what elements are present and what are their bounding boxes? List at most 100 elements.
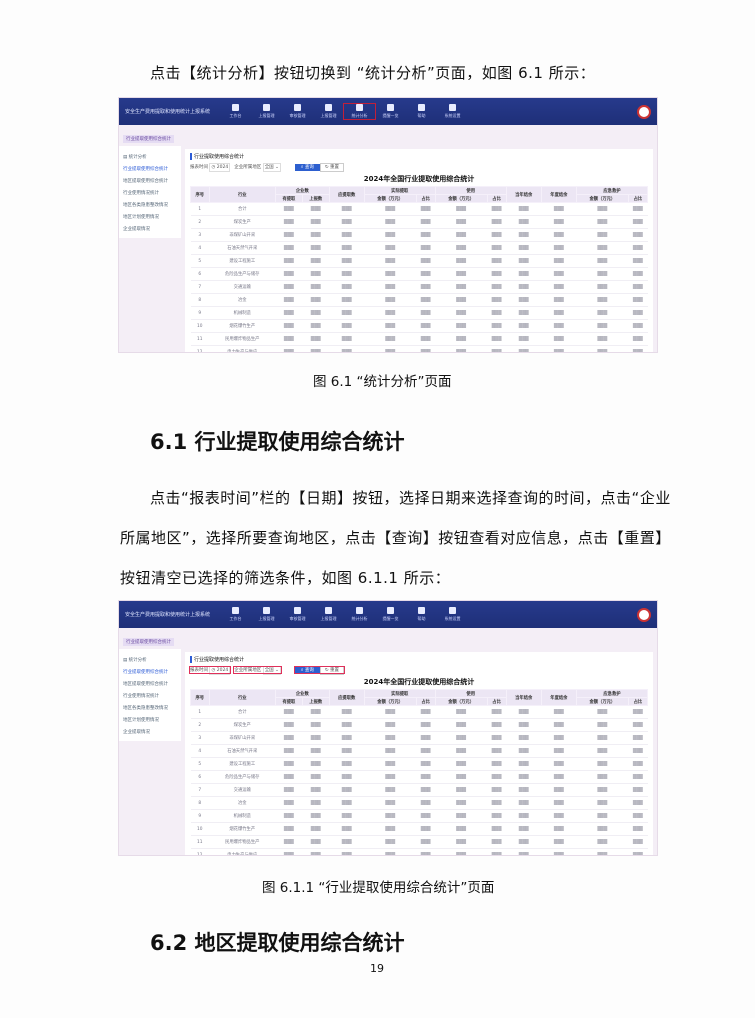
table-row[interactable]: 4 石油天然气开采 ▒▒▒ ▒▒▒ ▒▒▒ ▒▒▒ ▒▒▒ ▒▒▒ ▒▒▒ ▒▒▒ ▒▒▒ ▒▒▒ ▒▒… [190, 744, 648, 758]
table-row[interactable]: 10 烟花爆竹生产 ▒▒▒ ▒▒▒ ▒▒▒ ▒▒▒ ▒▒▒ ▒▒▒ ▒▒▒ ▒▒▒ ▒▒▒ ▒▒▒ ▒▒… [190, 822, 648, 836]
row-value: ▒▒▒ [435, 770, 487, 784]
table-row[interactable]: 6 危险品生产与储存 ▒▒▒ ▒▒▒ ▒▒▒ ▒▒▒ ▒▒▒ ▒▒▒ ▒▒▒ ▒▒▒ ▒▒▒ ▒▒▒ ▒… [190, 770, 648, 784]
row-value: ▒▒▒ [416, 267, 436, 281]
column-header: 占比 [415, 194, 436, 203]
avatar[interactable] [637, 104, 651, 119]
table-row[interactable]: 8 冶金 ▒▒▒ ▒▒▒ ▒▒▒ ▒▒▒ ▒▒▒ ▒▒▒ ▒▒▒ ▒▒▒ ▒▒▒ ▒▒▒ ▒▒▒ [190, 293, 648, 307]
region-select[interactable]: 全国 ⌄ [262, 666, 281, 675]
nav-item[interactable]: 统计分析 [344, 607, 375, 622]
table-row[interactable]: 5 建设工程施工 ▒▒▒ ▒▒▒ ▒▒▒ ▒▒▒ ▒▒▒ ▒▒▒ ▒▒▒ ▒▒▒ ▒▒▒ ▒▒▒ ▒▒▒ [190, 757, 648, 771]
table-row[interactable]: 2 煤炭生产 ▒▒▒ ▒▒▒ ▒▒▒ ▒▒▒ ▒▒▒ ▒▒▒ ▒▒▒ ▒▒▒ ▒▒▒ ▒▒▒ ▒▒▒ [190, 215, 648, 229]
breadcrumb-tab[interactable]: 行业提取使用综合统计 [123, 638, 174, 646]
table-row[interactable]: 1 合计 ▒▒▒ ▒▒▒ ▒▒▒ ▒▒▒ ▒▒▒ ▒▒▒ ▒▒▒ ▒▒▒ ▒▒▒ ▒▒▒ ▒▒▒ [190, 705, 648, 719]
nav-item[interactable]: 帮助 [406, 607, 437, 622]
table-row[interactable]: 9 机械制造 ▒▒▒ ▒▒▒ ▒▒▒ ▒▒▒ ▒▒▒ ▒▒▒ ▒▒▒ ▒▒▒ ▒▒▒ ▒▒▒ ▒▒▒ [190, 306, 648, 320]
row-value: ▒▒▒ [275, 319, 303, 333]
region-select[interactable]: 全国 ⌄ [262, 163, 281, 172]
table-row[interactable]: 12 电力生产与供应 ▒▒▒ ▒▒▒ ▒▒▒ ▒▒▒ ▒▒▒ ▒▒▒ ▒▒▒ ▒▒▒ ▒▒▒ ▒▒▒ ▒… [190, 848, 648, 855]
row-value: ▒▒▒ [275, 770, 303, 784]
row-value: ▒▒▒ [416, 731, 436, 745]
row-index: 12 [190, 848, 210, 855]
row-value: ▒▒▒ [302, 809, 330, 823]
table-row[interactable]: 3 非煤矿山开采 ▒▒▒ ▒▒▒ ▒▒▒ ▒▒▒ ▒▒▒ ▒▒▒ ▒▒▒ ▒▒▒ ▒▒▒ ▒▒▒ ▒▒▒ [190, 731, 648, 745]
row-value: ▒▒▒ [275, 705, 303, 719]
sidebar-item[interactable]: ▤ 统计分析 [123, 155, 147, 160]
table-row[interactable]: 2 煤炭生产 ▒▒▒ ▒▒▒ ▒▒▒ ▒▒▒ ▒▒▒ ▒▒▒ ▒▒▒ ▒▒▒ ▒▒▒ ▒▒▒ ▒▒▒ [190, 718, 648, 732]
table-row[interactable]: 11 民用爆炸物品生产 ▒▒▒ ▒▒▒ ▒▒▒ ▒▒▒ ▒▒▒ ▒▒▒ ▒▒▒ ▒▒▒ ▒▒▒ ▒▒▒… [190, 835, 648, 849]
nav-item[interactable]: 审核管理 [282, 104, 313, 119]
table-title: 2024年全国行业提取使用综合统计 [363, 175, 475, 183]
nav-item[interactable]: 统计分析 [343, 103, 376, 120]
reset-button[interactable]: ↻ 重置 [319, 163, 345, 172]
row-value: ▒▒▒ [576, 757, 629, 771]
sidebar-item[interactable]: ▤ 统计分析 [123, 658, 147, 663]
row-value: ▒▒▒ [364, 306, 417, 320]
nav-item[interactable]: 系统设置 [437, 607, 468, 622]
nav-item[interactable]: 上报管理 [251, 104, 282, 119]
sidebar-item[interactable]: 地区各类隐患整改情况 [123, 706, 168, 711]
avatar[interactable] [637, 607, 651, 622]
date-input[interactable]: ◷ 2024 [209, 666, 231, 675]
row-value: ▒▒▒ [506, 254, 542, 268]
sidebar-item[interactable]: 行业使用情况统计 [123, 191, 159, 196]
table-row[interactable]: 6 危险品生产与储存 ▒▒▒ ▒▒▒ ▒▒▒ ▒▒▒ ▒▒▒ ▒▒▒ ▒▒▒ ▒▒▒ ▒▒▒ ▒▒▒ ▒… [190, 267, 648, 281]
sidebar-item[interactable]: 企业提取情况 [123, 227, 150, 232]
table-row[interactable]: 11 民用爆炸物品生产 ▒▒▒ ▒▒▒ ▒▒▒ ▒▒▒ ▒▒▒ ▒▒▒ ▒▒▒ ▒▒▒ ▒▒▒ ▒▒▒… [190, 332, 648, 346]
query-button[interactable]: ⌕ 查询 [294, 164, 320, 171]
table-row[interactable]: 4 石油天然气开采 ▒▒▒ ▒▒▒ ▒▒▒ ▒▒▒ ▒▒▒ ▒▒▒ ▒▒▒ ▒▒▒ ▒▒▒ ▒▒▒ ▒▒… [190, 241, 648, 255]
table-row[interactable]: 10 烟花爆竹生产 ▒▒▒ ▒▒▒ ▒▒▒ ▒▒▒ ▒▒▒ ▒▒▒ ▒▒▒ ▒▒▒ ▒▒▒ ▒▒▒ ▒▒… [190, 319, 648, 333]
row-value: ▒▒▒ [275, 215, 303, 229]
sidebar-item[interactable]: 企业提取情况 [123, 730, 150, 735]
sidebar-item[interactable]: 行业提取使用综合统计 [123, 670, 168, 675]
table-row[interactable]: 8 冶金 ▒▒▒ ▒▒▒ ▒▒▒ ▒▒▒ ▒▒▒ ▒▒▒ ▒▒▒ ▒▒▒ ▒▒▒ ▒▒▒ ▒▒▒ [190, 796, 648, 810]
row-value: ▒▒▒ [628, 757, 648, 771]
sidebar-item[interactable]: 行业提取使用综合统计 [123, 167, 168, 172]
breadcrumb-tab[interactable]: 行业提取使用综合统计 [123, 135, 174, 143]
reset-button[interactable]: ↻ 重置 [319, 666, 345, 675]
query-button[interactable]: ⌕ 查询 [294, 667, 320, 674]
nav-item[interactable]: 工作台 [220, 104, 251, 119]
row-value: ▒▒▒ [329, 254, 365, 268]
row-value: ▒▒▒ [541, 345, 577, 352]
nav-item[interactable]: 提醒一览 [375, 607, 406, 622]
row-value: ▒▒▒ [302, 718, 330, 732]
nav-item[interactable]: 上报管理 [251, 607, 282, 622]
paragraph-line: 点击“报表时间”栏的【日期】按钮，选择日期来选择查询的时间，点击“企业 [150, 489, 671, 507]
row-value: ▒▒▒ [628, 835, 648, 849]
row-value: ▒▒▒ [416, 796, 436, 810]
row-value: ▒▒▒ [275, 293, 303, 307]
row-value: ▒▒▒ [302, 757, 330, 771]
row-value: ▒▒▒ [302, 332, 330, 346]
sidebar-item[interactable]: 地区各类隐患整改情况 [123, 203, 168, 208]
table-row[interactable]: 3 非煤矿山开采 ▒▒▒ ▒▒▒ ▒▒▒ ▒▒▒ ▒▒▒ ▒▒▒ ▒▒▒ ▒▒▒ ▒▒▒ ▒▒▒ ▒▒▒ [190, 228, 648, 242]
row-value: ▒▒▒ [364, 228, 417, 242]
panel-title: 行业提取使用综合统计 [190, 656, 648, 663]
table-row[interactable]: 5 建设工程施工 ▒▒▒ ▒▒▒ ▒▒▒ ▒▒▒ ▒▒▒ ▒▒▒ ▒▒▒ ▒▒▒ ▒▒▒ ▒▒▒ ▒▒▒ [190, 254, 648, 268]
row-value: ▒▒▒ [364, 293, 417, 307]
nav-item[interactable]: 系统设置 [437, 104, 468, 119]
table-row[interactable]: 7 交通运输 ▒▒▒ ▒▒▒ ▒▒▒ ▒▒▒ ▒▒▒ ▒▒▒ ▒▒▒ ▒▒▒ ▒▒▒ ▒▒▒ ▒▒▒ [190, 783, 648, 797]
date-input[interactable]: ◷ 2024 [209, 163, 231, 172]
row-value: ▒▒▒ [275, 202, 303, 216]
row-value: ▒▒▒ [541, 202, 577, 216]
table-row[interactable]: 7 交通运输 ▒▒▒ ▒▒▒ ▒▒▒ ▒▒▒ ▒▒▒ ▒▒▒ ▒▒▒ ▒▒▒ ▒▒▒ ▒▒▒ ▒▒▒ [190, 280, 648, 294]
sidebar-item[interactable]: 地区计划使用情况 [123, 718, 159, 723]
row-value: ▒▒▒ [364, 848, 417, 855]
nav-item[interactable]: 上报管理 [313, 104, 344, 119]
sidebar-item[interactable]: 地区提取使用综合统计 [123, 179, 168, 184]
row-index: 11 [190, 332, 210, 346]
content-area: ▤ 统计分析行业提取使用综合统计 地区提取使用综合统计 行业使用情况统计地区各类隐患… [119, 146, 657, 352]
nav-item[interactable]: 工作台 [220, 607, 251, 622]
sidebar-item[interactable]: 地区计划使用情况 [123, 215, 159, 220]
row-value: ▒▒▒ [302, 783, 330, 797]
row-value: ▒▒▒ [541, 254, 577, 268]
sidebar-item[interactable]: 地区提取使用综合统计 [123, 682, 168, 687]
nav-item[interactable]: 帮助 [406, 104, 437, 119]
nav-item[interactable]: 提醒一览 [375, 104, 406, 119]
table-row[interactable]: 9 机械制造 ▒▒▒ ▒▒▒ ▒▒▒ ▒▒▒ ▒▒▒ ▒▒▒ ▒▒▒ ▒▒▒ ▒▒▒ ▒▒▒ ▒▒▒ [190, 809, 648, 823]
nav-item[interactable]: 审核管理 [282, 607, 313, 622]
table-row[interactable]: 1 合计 ▒▒▒ ▒▒▒ ▒▒▒ ▒▒▒ ▒▒▒ ▒▒▒ ▒▒▒ ▒▒▒ ▒▒▒ ▒▒▒ ▒▒▒ [190, 202, 648, 216]
table-row[interactable]: 12 电力生产与供应 ▒▒▒ ▒▒▒ ▒▒▒ ▒▒▒ ▒▒▒ ▒▒▒ ▒▒▒ ▒▒▒ ▒▒▒ ▒▒▒ ▒… [190, 345, 648, 352]
nav-item[interactable]: 上报管理 [313, 607, 344, 622]
sidebar-item[interactable]: 行业使用情况统计 [123, 694, 159, 699]
